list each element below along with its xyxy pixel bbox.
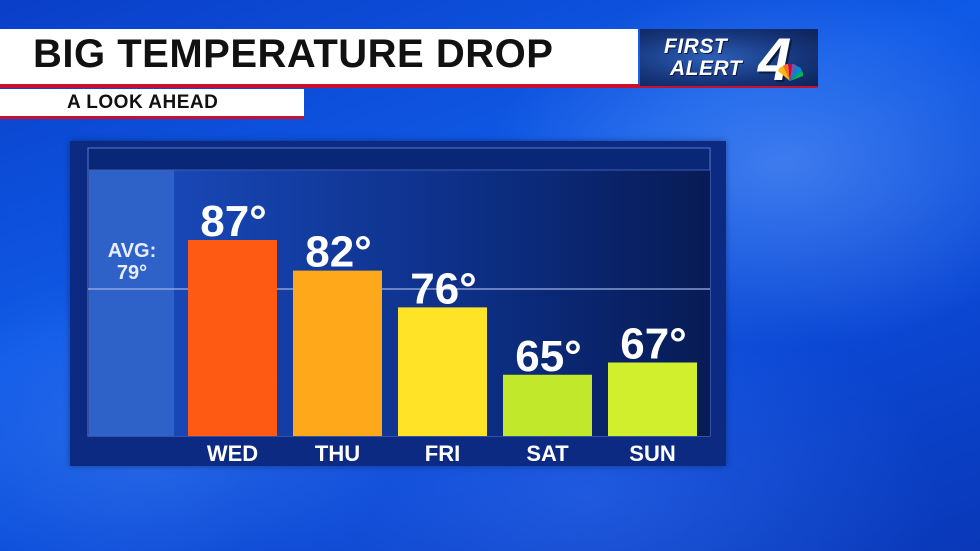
average-label-value: 79° (117, 262, 147, 284)
first-alert-4-logo: FIRST ALERT 4 (640, 29, 818, 86)
bar-wed (188, 240, 277, 436)
logo-alert-text: ALERT (670, 57, 743, 80)
bar-fri (398, 307, 487, 436)
page-subtitle: A LOOK AHEAD (67, 92, 219, 113)
title-banner: BIG TEMPERATURE DROP (0, 29, 638, 86)
value-label-thu: 82° (305, 228, 372, 277)
tick-label-wed: WED (207, 441, 258, 466)
tick-label-sun: SUN (629, 441, 675, 466)
bar-thu (293, 270, 382, 436)
nbc-peacock-icon (778, 63, 804, 81)
tick-label-sat: SAT (526, 441, 569, 466)
average-label-prefix: AVG: (108, 240, 157, 262)
tick-label-fri: FRI (425, 441, 460, 466)
tick-label-thu: THU (315, 441, 360, 466)
logo-first-text: FIRST (664, 35, 728, 58)
value-label-wed: 87° (200, 197, 267, 246)
title-underline (0, 84, 818, 88)
subtitle-banner: A LOOK AHEAD (0, 89, 304, 116)
average-label-column (89, 170, 174, 436)
chart-panel: AVG: 79° 87° WED 82° THU 76° FRI 65° SAT 67° SUN (70, 141, 726, 466)
bar-sun (608, 362, 697, 436)
page-title: BIG TEMPERATURE DROP (33, 32, 554, 76)
subtitle-underline (0, 116, 304, 119)
value-label-fri: 76° (410, 264, 477, 313)
temperature-bar-chart: AVG: 79° 87° WED 82° THU 76° FRI 65° SAT 67° SUN (87, 147, 711, 466)
value-label-sun: 67° (620, 320, 687, 369)
bar-sat (503, 374, 592, 436)
value-label-sat: 65° (515, 332, 582, 381)
